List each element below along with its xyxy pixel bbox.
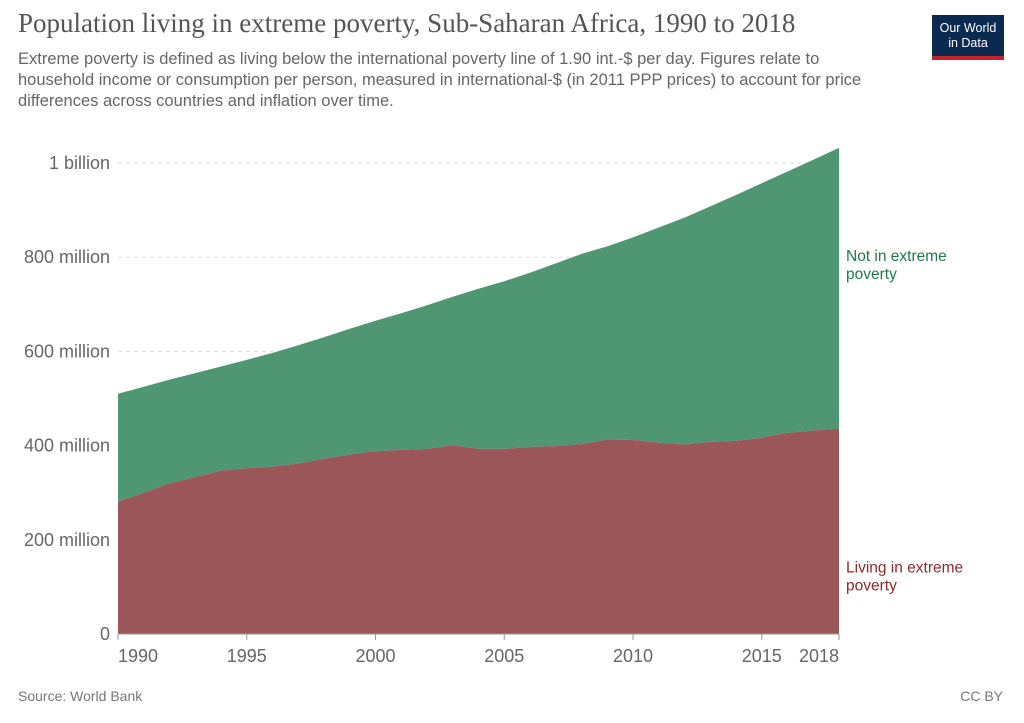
area-living-in-extreme-poverty[interactable] xyxy=(118,428,839,634)
area-not-in-extreme-poverty[interactable] xyxy=(118,147,839,502)
x-tick-label: 2018 xyxy=(799,646,839,666)
x-tick-label: 1990 xyxy=(118,646,158,666)
x-tick-label: 1995 xyxy=(227,646,267,666)
series-labels: Not in extreme poverty Living in extreme po… xyxy=(846,248,963,595)
owid-logo[interactable]: Our World in Data xyxy=(932,15,1004,60)
license-link[interactable]: CC BY xyxy=(960,688,1003,704)
y-tick-label: 400 million xyxy=(24,436,110,456)
series-label: Not in extreme poverty xyxy=(846,248,947,283)
y-tick-label: 1 billion xyxy=(49,153,110,173)
areas xyxy=(118,147,839,634)
y-tick-label: 0 xyxy=(100,624,110,644)
y-tick-label: 800 million xyxy=(24,247,110,267)
chart-subtitle: Extreme poverty is defined as living bel… xyxy=(18,50,862,110)
chart-title: Population living in extreme poverty, Su… xyxy=(18,8,796,38)
series-label: Living in extreme poverty xyxy=(846,560,963,595)
logo-line-2: in Data xyxy=(948,36,988,50)
y-tick-label: 600 million xyxy=(24,341,110,361)
x-tick-label: 2015 xyxy=(742,646,782,666)
x-tick-label: 2005 xyxy=(484,646,524,666)
x-tick-label: 2010 xyxy=(613,646,653,666)
x-tick-label: 2000 xyxy=(355,646,395,666)
y-axis-ticks: 0 200 million 400 million 600 million 800 mi… xyxy=(24,153,110,644)
x-axis-ticks: 1990 1995 2000 2005 2010 2015 2018 xyxy=(117,634,840,666)
logo-line-1: Our World xyxy=(939,21,997,35)
source-note: Source: World Bank xyxy=(18,688,143,704)
y-tick-label: 200 million xyxy=(24,530,110,550)
